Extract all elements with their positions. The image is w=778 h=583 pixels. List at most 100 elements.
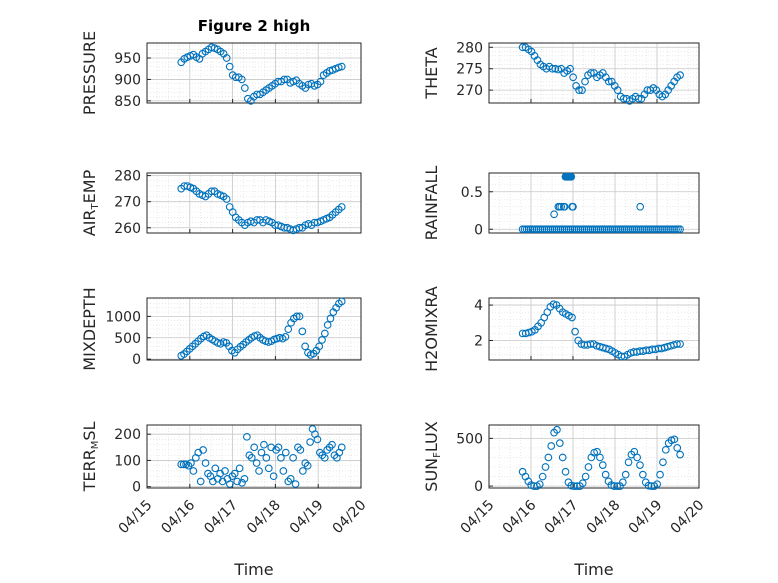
- y-axis-label-part: MIXDEPTH: [80, 287, 99, 370]
- data-point: [661, 445, 670, 454]
- data-point: [316, 77, 325, 86]
- axes-frame: [488, 297, 700, 361]
- data-point: [574, 225, 583, 234]
- y-tick-label: 4: [474, 298, 483, 314]
- data-point: [610, 225, 619, 234]
- data-point: [315, 342, 324, 351]
- data-point: [634, 94, 643, 103]
- data-point: [639, 470, 647, 479]
- data-point: [584, 463, 593, 471]
- data-point: [673, 444, 682, 452]
- data-point: [542, 225, 551, 234]
- y-axis-label-part: SUN: [422, 458, 441, 492]
- data-point: [622, 225, 631, 234]
- data-point: [548, 225, 557, 234]
- subplot-air_temp: 260 270 280 AIRTEMP: [80, 169, 362, 237]
- data-point: [575, 86, 583, 94]
- data-point: [601, 470, 610, 479]
- y-tick-label: 280: [456, 40, 483, 56]
- data-point: [676, 71, 684, 79]
- data-point: [252, 459, 261, 467]
- data-point: [189, 467, 198, 475]
- axes-frame: [488, 42, 700, 104]
- data-point: [277, 453, 285, 462]
- data-point: [255, 467, 263, 475]
- y-axis-label-part: F: [432, 452, 443, 458]
- y-tick-label: 850: [114, 94, 141, 110]
- data-point: [337, 297, 346, 306]
- data-point: [222, 54, 231, 62]
- data-point: [630, 225, 639, 234]
- y-tick-label: 260: [114, 221, 141, 237]
- data-point: [320, 329, 329, 338]
- data-point: [624, 458, 633, 467]
- data-point: [280, 75, 289, 84]
- data-point: [240, 84, 249, 92]
- data-point: [618, 478, 627, 487]
- data-point: [524, 225, 533, 234]
- data-point: [566, 225, 575, 234]
- y-tick-label: 1000: [105, 309, 141, 325]
- data-point: [201, 459, 210, 467]
- data-point: [337, 443, 346, 452]
- y-tick-label: 0.5: [461, 185, 483, 201]
- data-point: [604, 77, 613, 86]
- data-point: [626, 225, 635, 234]
- data-point: [608, 225, 617, 234]
- data-point: [620, 225, 629, 234]
- data-point: [196, 477, 205, 486]
- data-point: [676, 340, 684, 348]
- data-point: [518, 225, 527, 234]
- data-point: [652, 225, 661, 234]
- data-point: [211, 464, 220, 473]
- subplot-h2omixra: 2 4 H2OMIXRA: [422, 286, 700, 372]
- data-point: [334, 63, 343, 72]
- data-point: [610, 482, 619, 490]
- data-point: [301, 342, 309, 351]
- data-point: [648, 225, 657, 234]
- data-point: [318, 451, 327, 460]
- y-axis-label: SUNFLUX: [422, 421, 443, 491]
- axes-frame: [146, 297, 362, 361]
- data-point: [296, 446, 305, 454]
- data-point: [569, 73, 577, 82]
- data-point: [544, 453, 553, 462]
- data-point: [284, 477, 293, 486]
- data-point: [528, 225, 537, 234]
- y-tick-label: 275: [456, 62, 483, 78]
- data-point: [522, 225, 531, 234]
- data-point: [557, 202, 566, 211]
- data-point: [184, 461, 193, 470]
- data-point: [323, 321, 332, 329]
- y-axis-label-part: TERR: [80, 449, 99, 492]
- data-point: [560, 225, 569, 234]
- data-point: [586, 225, 595, 234]
- data-point: [654, 225, 663, 234]
- data-point: [568, 225, 577, 234]
- data-point: [225, 62, 234, 71]
- data-point: [313, 435, 322, 444]
- data-point: [674, 225, 682, 234]
- data-point: [656, 225, 665, 234]
- data-point: [544, 225, 553, 234]
- data-point: [576, 225, 585, 234]
- data-point: [303, 461, 312, 470]
- data-point: [298, 467, 307, 475]
- data-point: [642, 225, 651, 234]
- data-point: [298, 327, 307, 336]
- data-point: [666, 225, 674, 234]
- data-point: [613, 86, 622, 94]
- data-point: [662, 225, 670, 234]
- data-point: [556, 225, 565, 234]
- data-point: [238, 478, 246, 487]
- data-point: [633, 453, 641, 462]
- data-point: [199, 446, 207, 454]
- y-tick-label: 280: [114, 169, 141, 185]
- data-point: [664, 225, 672, 234]
- data-point: [587, 69, 595, 77]
- data-point: [588, 225, 597, 234]
- data-point: [558, 453, 567, 462]
- y-axis-label-part: H2OMIXRA: [422, 286, 441, 372]
- data-point: [598, 225, 607, 234]
- data-point: [187, 459, 195, 467]
